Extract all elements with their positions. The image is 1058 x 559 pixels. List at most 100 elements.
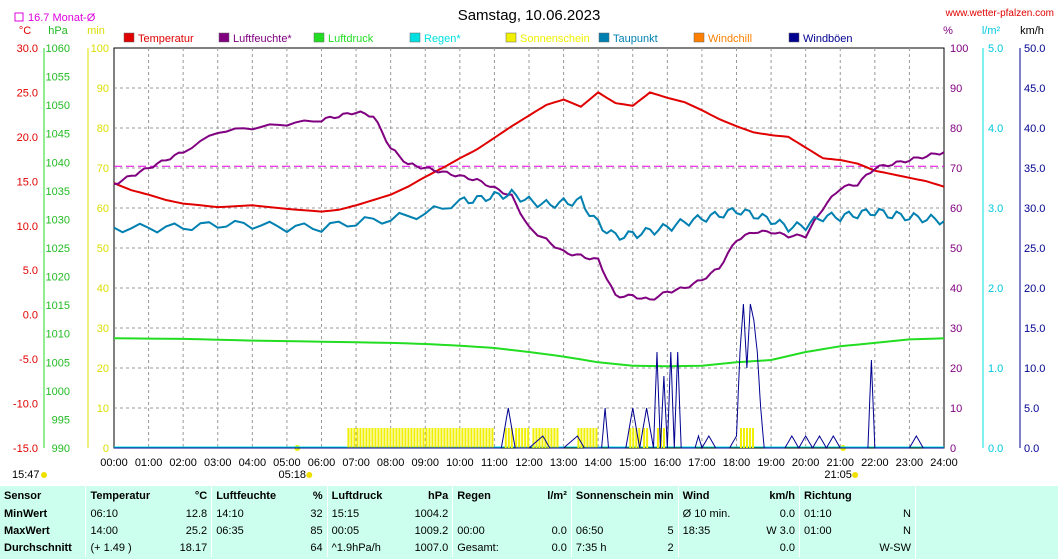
percent-axis-tick-label: 50 [950, 243, 962, 255]
minutes-axis-tick-label: 60 [97, 203, 109, 215]
sunshine-bar [398, 428, 401, 448]
pressure-axis-tick-label: 1015 [46, 300, 70, 312]
sunshine-bar [461, 428, 464, 448]
hdr-temp-unit: °C [194, 489, 208, 502]
row-label: MaxWert [4, 525, 50, 537]
x-tick-label: 10:00 [446, 457, 474, 469]
percent-axis-tick-label: 20 [950, 363, 962, 375]
series-line-pressure [113, 337, 945, 368]
temp-axis-tick-label: 30.0 [17, 43, 38, 55]
wind-axis-tick-label: 30.0 [1024, 203, 1045, 215]
pressure-axis-tick-label: 1040 [46, 157, 70, 169]
sunshine-bar [359, 428, 362, 448]
x-tick-label: 20:00 [792, 457, 820, 469]
sunshine-bar [371, 428, 374, 448]
max-sun-val: 5 [667, 525, 674, 537]
legend-label-rain: Regen* [424, 33, 461, 45]
legend-label-gusts: Windböen [803, 33, 853, 45]
hdr-rain: Regen [452, 486, 521, 506]
x-tick-label: 00:00 [100, 457, 128, 469]
x-tick-label: 23:00 [896, 457, 924, 469]
avg-press-time: ^1.9hPa/h [326, 540, 405, 557]
temp-axis-tick-label: -15.0 [13, 443, 38, 455]
temp-axis-tick-label: 15.0 [17, 176, 38, 188]
temp-axis-tick-label: -5.0 [19, 354, 38, 366]
site-link[interactable]: www.wetter-pfalzen.com [945, 8, 1054, 19]
avg-wind-val: 0.0 [779, 542, 796, 554]
sunshine-bar [470, 428, 473, 448]
sunshine-bar [656, 428, 659, 448]
minutes-axis-tick-label: 30 [97, 323, 109, 335]
pressure-axis-tick-label: 995 [52, 414, 70, 426]
series-line-dewpoint [113, 188, 945, 242]
month-avg-label: 16.7 Monat-Ø [28, 12, 96, 24]
rain-axis-tick-label: 4.0 [988, 123, 1003, 135]
legend-swatch-temperature [123, 32, 135, 43]
sunshine-bar [748, 428, 751, 448]
sunshine-bar [524, 428, 527, 448]
legend-label-pressure: Luftdruck [328, 33, 374, 45]
hdr-rain-unit: l/m² [547, 489, 567, 502]
pressure-axis-tick-label: 1055 [46, 72, 70, 84]
temp-axis-tick-label: 20.0 [17, 132, 38, 144]
min-press-time: 15:15 [326, 506, 405, 523]
max-wind-time: 18:35 [677, 523, 756, 540]
sunshine-bar [745, 428, 748, 448]
max-rain-time: 00:00 [452, 523, 521, 540]
pressure-axis-tick-label: 1025 [46, 243, 70, 255]
hdr-empty [867, 486, 915, 506]
percent-axis-tick-label: 60 [950, 203, 962, 215]
legend-swatch-windchill [693, 32, 705, 43]
sunshine-bar [473, 428, 476, 448]
rain-axis-tick-label: 5.0 [988, 43, 1003, 55]
sunshine-bar [635, 428, 638, 448]
min-wind-val: 0.0 [779, 508, 796, 520]
sunshine-bar [455, 428, 458, 448]
sunshine-bar [491, 428, 494, 448]
sunset-label: 21:05 [824, 469, 852, 481]
max-temp-val: 25.2 [185, 525, 208, 537]
sunshine-bar [383, 428, 386, 448]
avg-dir-val: W-SW [879, 542, 911, 554]
sunshine-bar [374, 428, 377, 448]
hdr-wind: Wind [677, 486, 756, 506]
sunshine-bar [742, 428, 745, 448]
pressure-unit-label: hPa [48, 25, 68, 37]
wind-axis-tick-label: 25.0 [1024, 243, 1045, 255]
legend-swatch-pressure [313, 32, 325, 43]
sunshine-bar [416, 428, 419, 448]
x-tick-label: 09:00 [411, 457, 439, 469]
min-dir-time: 01:10 [799, 506, 868, 523]
sunshine-bar [380, 428, 383, 448]
sunshine-bar [521, 428, 524, 448]
sunshine-bar [538, 428, 541, 448]
sunshine-bar [365, 428, 368, 448]
sunshine-bar [592, 428, 595, 448]
sunshine-bar [646, 428, 649, 448]
sunshine-bar [395, 428, 398, 448]
sunshine-bar [629, 428, 632, 448]
stats-row-max: MaxWert 14:00 25.2 06:35 85 00:05 1009.2… [0, 523, 915, 540]
pressure-axis-tick-label: 1035 [46, 186, 70, 198]
sunshine-bar [437, 428, 440, 448]
sunshine-bar [419, 428, 422, 448]
avg-dir-time [799, 540, 868, 557]
sunshine-bar [446, 428, 449, 448]
x-tick-label: 19:00 [757, 457, 785, 469]
pressure-axis-tick-label: 1050 [46, 100, 70, 112]
sunshine-bar [527, 428, 530, 448]
sunshine-bar [553, 428, 556, 448]
avg-hum-val: 64 [310, 542, 323, 554]
hdr-pressure: Luftdruck [326, 486, 405, 506]
sunshine-bar [350, 428, 353, 448]
percent-axis-tick-label: 90 [950, 83, 962, 95]
wind-axis-tick-label: 10.0 [1024, 363, 1045, 375]
sunrise-label: 05:18 [279, 469, 307, 481]
min-rain-time [452, 506, 521, 523]
avg-temp-val: 18.17 [179, 542, 208, 554]
sunshine-bar [458, 428, 461, 448]
sunshine-bar [434, 428, 437, 448]
temp-unit-label: °C [19, 25, 31, 37]
series-line-temperature [113, 91, 945, 213]
min-wind-time: Ø 10 min. [677, 506, 756, 523]
